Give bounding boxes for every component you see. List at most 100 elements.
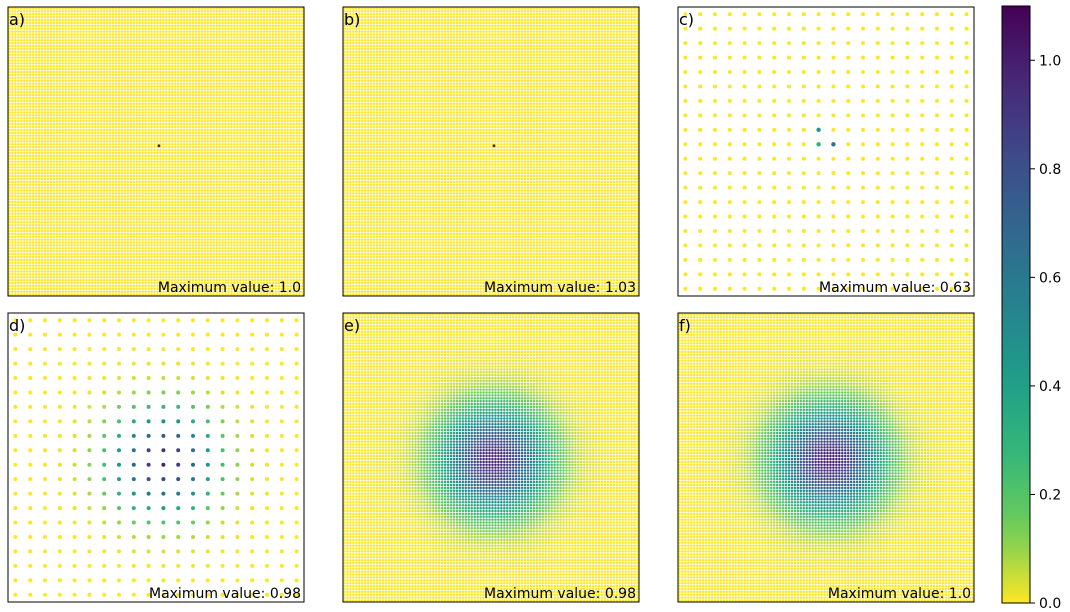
scatter-point bbox=[159, 62, 162, 65]
scatter-point bbox=[194, 73, 198, 77]
scatter-point bbox=[91, 38, 94, 42]
scatter-point bbox=[230, 88, 233, 91]
scatter-point bbox=[17, 105, 20, 108]
scatter-point bbox=[49, 122, 53, 126]
scatter-point bbox=[138, 18, 141, 22]
scatter-point bbox=[97, 62, 100, 65]
scatter-point bbox=[40, 114, 44, 117]
scatter-point bbox=[102, 91, 106, 94]
scatter-point bbox=[88, 53, 91, 56]
scatter-point bbox=[14, 18, 17, 22]
scatter-point bbox=[123, 96, 127, 100]
scatter-point bbox=[168, 137, 171, 140]
scatter-point bbox=[49, 62, 53, 65]
scatter-point bbox=[247, 143, 251, 146]
scatter-point bbox=[91, 47, 94, 51]
scatter-point bbox=[262, 15, 266, 19]
scatter-point bbox=[283, 15, 287, 19]
scatter-point bbox=[144, 131, 147, 134]
scatter-point bbox=[242, 96, 245, 100]
scatter-point bbox=[171, 143, 174, 146]
scatter-point bbox=[82, 145, 85, 149]
scatter-point bbox=[70, 105, 73, 108]
scatter-point bbox=[209, 99, 213, 103]
scatter-point bbox=[55, 79, 59, 82]
scatter-point bbox=[162, 99, 165, 103]
scatter-point bbox=[156, 27, 159, 30]
scatter-point bbox=[120, 30, 124, 33]
scatter-point bbox=[298, 47, 301, 51]
scatter-point bbox=[82, 140, 85, 143]
scatter-point bbox=[230, 41, 233, 45]
scatter-point bbox=[79, 65, 82, 68]
scatter-point bbox=[88, 88, 91, 91]
scatter-point bbox=[212, 137, 215, 140]
scatter-point bbox=[182, 70, 186, 74]
scatter-point bbox=[292, 79, 295, 82]
scatter-point bbox=[215, 15, 218, 19]
scatter-point bbox=[197, 41, 201, 45]
scatter-point bbox=[165, 79, 168, 82]
scatter-point bbox=[247, 93, 251, 97]
scatter-point bbox=[274, 117, 278, 120]
scatter-point bbox=[292, 53, 295, 56]
scatter-point bbox=[242, 36, 245, 39]
scatter-point bbox=[298, 117, 301, 120]
scatter-point bbox=[108, 128, 112, 132]
scatter-point bbox=[49, 125, 53, 129]
scatter-point bbox=[91, 62, 94, 65]
scatter-point bbox=[253, 36, 257, 39]
scatter-point bbox=[242, 143, 245, 146]
scatter-point bbox=[34, 38, 38, 42]
scatter-point bbox=[206, 114, 210, 117]
scatter-point bbox=[52, 10, 56, 13]
scatter-point bbox=[250, 36, 254, 39]
scatter-point bbox=[221, 30, 224, 33]
scatter-point bbox=[265, 79, 269, 82]
scatter-point bbox=[123, 38, 127, 42]
scatter-point bbox=[14, 102, 17, 106]
scatter-point bbox=[120, 125, 124, 129]
scatter-point bbox=[301, 79, 304, 82]
scatter-point bbox=[215, 76, 218, 80]
scatter-point bbox=[46, 111, 50, 114]
scatter-point bbox=[82, 15, 85, 19]
scatter-point bbox=[14, 117, 17, 120]
scatter-point bbox=[117, 27, 121, 30]
scatter-point bbox=[97, 99, 100, 103]
scatter-point bbox=[218, 7, 221, 10]
scatter-point bbox=[73, 12, 76, 16]
scatter-point bbox=[277, 102, 281, 106]
scatter-point bbox=[82, 65, 85, 68]
scatter-point bbox=[179, 65, 183, 68]
scatter-point bbox=[73, 82, 76, 85]
scatter-point bbox=[277, 137, 281, 140]
scatter-point bbox=[43, 148, 47, 152]
scatter-point bbox=[52, 143, 56, 146]
scatter-point bbox=[153, 41, 156, 45]
scatter-point bbox=[82, 114, 85, 117]
scatter-point bbox=[28, 33, 32, 36]
scatter-point bbox=[23, 65, 26, 68]
scatter-point bbox=[265, 125, 269, 129]
scatter-point bbox=[150, 114, 153, 117]
scatter-point bbox=[224, 96, 227, 100]
scatter-point bbox=[179, 143, 183, 146]
scatter-point bbox=[114, 79, 118, 82]
scatter-point bbox=[102, 36, 106, 39]
scatter-point bbox=[227, 114, 230, 117]
scatter-point bbox=[176, 128, 180, 132]
scatter-point bbox=[212, 140, 215, 143]
scatter-point bbox=[233, 128, 236, 132]
scatter-point bbox=[153, 24, 156, 28]
scatter-point bbox=[271, 47, 275, 51]
scatter-point bbox=[114, 67, 118, 71]
scatter-point bbox=[129, 65, 133, 68]
scatter-point bbox=[230, 137, 233, 140]
scatter-point bbox=[295, 70, 298, 74]
scatter-point bbox=[73, 33, 76, 36]
scatter-point bbox=[14, 70, 17, 74]
scatter-point bbox=[49, 102, 53, 106]
scatter-point bbox=[156, 111, 159, 114]
scatter-point bbox=[286, 7, 289, 10]
